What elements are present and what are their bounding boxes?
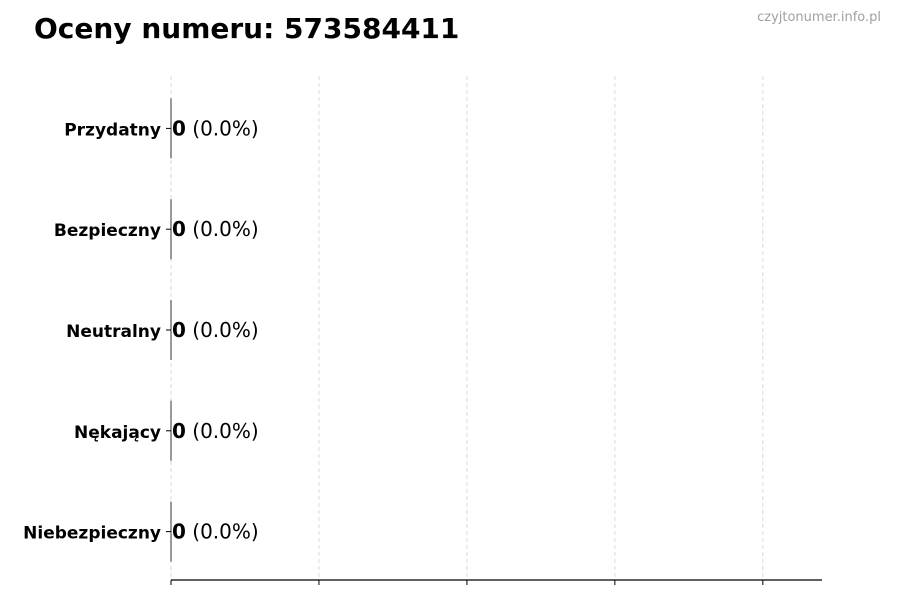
y-tick-label: Bezpieczny [54, 221, 161, 241]
data-label-count: 0 [172, 217, 186, 241]
data-label: 0 (0.0%) [172, 419, 259, 443]
y-tick-label: Nękający [74, 423, 161, 443]
data-label-percent: (0.0%) [186, 217, 259, 241]
data-label-count: 0 [172, 116, 186, 140]
y-tick-label: Przydatny [64, 120, 161, 140]
data-label-count: 0 [172, 520, 186, 544]
data-label-count: 0 [172, 318, 186, 342]
data-label-percent: (0.0%) [186, 116, 259, 140]
data-label-percent: (0.0%) [186, 419, 259, 443]
y-tick-label: Neutralny [66, 322, 161, 342]
chart-title: Oceny numeru: 573584411 [34, 12, 460, 45]
data-label: 0 (0.0%) [172, 318, 259, 342]
data-label-percent: (0.0%) [186, 318, 259, 342]
watermark: czyjtonumer.info.pl [757, 10, 881, 25]
y-tick-label: Niebezpieczny [23, 524, 161, 544]
data-label-percent: (0.0%) [186, 520, 259, 544]
data-label-count: 0 [172, 419, 186, 443]
data-label: 0 (0.0%) [172, 217, 259, 241]
data-label: 0 (0.0%) [172, 520, 259, 544]
data-label: 0 (0.0%) [172, 116, 259, 140]
